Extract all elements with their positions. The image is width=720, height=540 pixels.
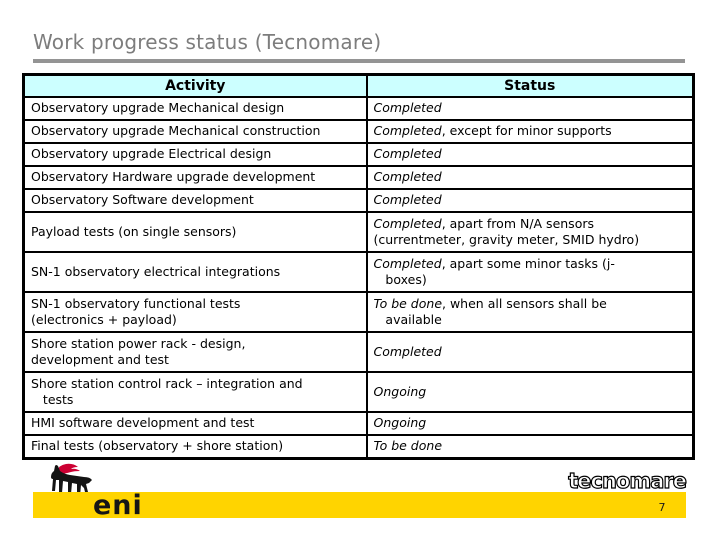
status-keyword: Completed [373,343,442,359]
table-row: Observatory Software development Complete… [22,188,695,213]
activity-cell: Shore station power rack - design, devel… [22,331,368,373]
table-row: Shore station control rack – integration… [22,371,695,413]
tecnomare-text: tecnomare [568,469,687,493]
status-keyword: Completed [373,255,442,271]
status-cell: Completed [365,165,695,190]
table-row: Observatory Hardware upgrade development… [22,165,695,190]
status-keyword: Completed [373,100,442,116]
status-keyword: Completed [373,192,442,208]
eni-dog-logo-icon [51,463,92,496]
activity-cell: Payload tests (on single sensors) [22,211,368,253]
table-row: Final tests (observatory + shore station… [22,434,695,459]
status-cell: To be done [365,434,695,459]
page-title: Work progress status (Tecnomare) [33,30,382,54]
activity-cell: HMI software development and test [22,411,368,436]
activity-cell: SN-1 observatory functional tests (elect… [22,291,368,333]
status-cell: Completed [365,142,695,167]
col-header-status: Status [365,73,695,98]
table-row: Observatory upgrade Electrical design Com… [22,142,695,167]
status-cell: Ongoing [365,411,695,436]
progress-table: Activity Status Observatory upgrade Mech… [22,73,695,460]
table-row: Observatory upgrade Mechanical construct… [22,119,695,144]
activity-cell: Observatory Hardware upgrade development [22,165,368,190]
status-cell: Completed, apart some minor tasks (j- bo… [365,251,695,293]
eni-wordmark: eni [93,490,143,521]
status-keyword: Ongoing [373,415,427,431]
status-keyword: Completed [373,123,442,139]
table-row: SN-1 observatory functional tests (elect… [22,291,695,333]
status-keyword: Completed [373,215,442,231]
status-keyword: Ongoing [373,383,427,399]
status-cell: Completed, apart from N/A sensors (curre… [365,211,695,253]
status-keyword: Completed [373,169,442,185]
table-body: Observatory upgrade Mechanical design Com… [22,96,695,459]
status-cell: Completed [365,188,695,213]
col-header-activity: Activity [22,73,368,98]
activity-cell: SN-1 observatory electrical integrations [22,251,368,293]
flame-icon [56,463,80,474]
activity-cell: Observatory upgrade Mechanical design [22,96,368,121]
status-keyword: Completed [373,146,442,162]
activity-cell: Final tests (observatory + shore station… [22,434,368,459]
status-keyword: To be done [373,295,443,311]
status-cell: Completed [365,96,695,121]
activity-cell: Observatory upgrade Electrical design [22,142,368,167]
table-header-row: Activity Status [22,73,695,98]
table-row: Payload tests (on single sensors) Complet… [22,211,695,253]
table-row: Observatory upgrade Mechanical design Com… [22,96,695,121]
activity-cell: Observatory Software development [22,188,368,213]
status-cell: Completed [365,331,695,373]
status-keyword: To be done [373,438,443,453]
status-cell: Completed, except for minor supports [365,119,695,144]
status-cell: To be done, when all sensors shall be av… [365,291,695,333]
footer-yellow-bar [33,492,686,518]
page-number: 7 [658,501,666,514]
table-row: HMI software development and test Ongoing [22,411,695,436]
dog-silhouette-icon [51,465,92,496]
activity-cell: Shore station control rack – integration… [22,371,368,413]
status-cell: Ongoing [365,371,695,413]
title-underline [33,59,685,63]
table-row: SN-1 observatory electrical integrations… [22,251,695,293]
tecnomare-wordmark: tecnomare [568,468,688,493]
table-row: Shore station power rack - design, devel… [22,331,695,373]
activity-cell: Observatory upgrade Mechanical construct… [22,119,368,144]
